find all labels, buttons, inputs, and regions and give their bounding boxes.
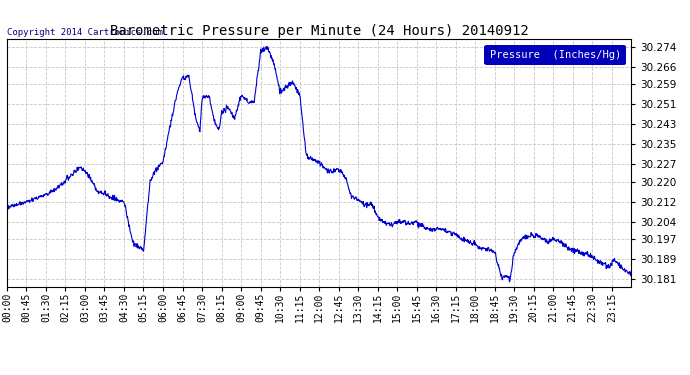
- Legend: Pressure  (Inches/Hg): Pressure (Inches/Hg): [484, 45, 626, 65]
- Title: Barometric Pressure per Minute (24 Hours) 20140912: Barometric Pressure per Minute (24 Hours…: [110, 24, 529, 38]
- Text: Copyright 2014 Cartronics.com: Copyright 2014 Cartronics.com: [7, 28, 163, 37]
